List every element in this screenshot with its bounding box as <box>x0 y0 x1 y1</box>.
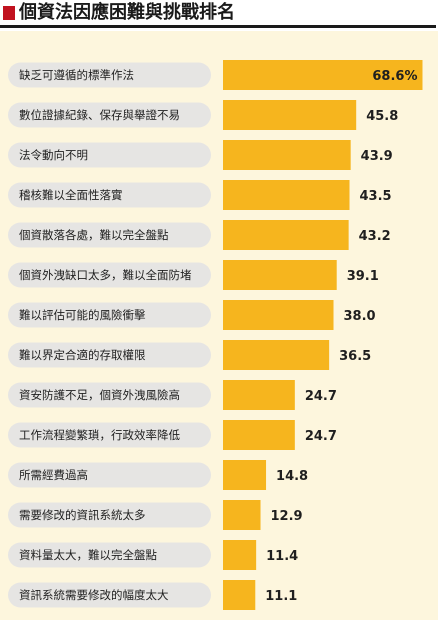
value-label: 43.2 <box>359 229 391 244</box>
bar-chart: 缺乏可遵循的標準作法 68.6% 數位證據紀錄、保存與舉證不易 45.8 法令動向不明 4… <box>8 60 423 610</box>
bar <box>223 180 350 210</box>
bar <box>223 420 295 450</box>
category-label: 缺乏可遵循的標準作法 <box>19 68 134 82</box>
value-label: 43.9 <box>361 149 393 164</box>
value-label: 14.8 <box>276 469 308 484</box>
category-label: 工作流程變繁瑣，行政效率降低 <box>19 428 180 442</box>
category-label: 數位證據紀錄、保存與舉證不易 <box>19 108 180 122</box>
bar <box>223 580 256 610</box>
bar <box>223 340 330 370</box>
bar-row: 數位證據紀錄、保存與舉證不易 45.8 <box>8 100 398 130</box>
category-pill <box>8 422 211 448</box>
value-label: 68.6% <box>372 69 417 84</box>
category-pill <box>8 182 211 208</box>
chart-panel: 缺乏可遵循的標準作法 68.6% 數位證據紀錄、保存與舉證不易 45.8 法令動向不明 4… <box>0 31 438 620</box>
bar <box>223 300 334 330</box>
bar-row: 所需經費過高 14.8 <box>8 460 308 490</box>
category-label: 難以評估可能的風險衝擊 <box>19 308 146 322</box>
bar-row: 缺乏可遵循的標準作法 68.6% <box>8 60 423 90</box>
category-pill <box>8 102 211 128</box>
category-label: 個資外洩缺口太多，難以全面防堵 <box>19 268 192 282</box>
bar-row: 資訊系統需要修改的幅度太大 11.1 <box>8 580 297 610</box>
value-label: 11.4 <box>266 549 298 564</box>
bar <box>223 260 337 290</box>
bar-row: 資料量太大，難以完全盤點 11.4 <box>8 540 298 570</box>
category-pill <box>8 222 211 248</box>
bar <box>223 100 357 130</box>
bar <box>223 460 267 490</box>
title-rule <box>0 25 436 28</box>
category-label: 稽核難以全面性落實 <box>19 188 123 202</box>
category-label: 資料量太大，難以完全盤點 <box>19 548 157 562</box>
chart-header: 個資法因應困難與挑戰排名 <box>0 0 438 30</box>
value-label: 12.9 <box>271 509 303 524</box>
value-label: 45.8 <box>366 109 398 124</box>
category-pill <box>8 542 211 568</box>
bar <box>223 540 257 570</box>
category-pill <box>8 342 211 368</box>
category-pill <box>8 262 211 288</box>
category-label: 所需經費過高 <box>19 468 88 482</box>
bar <box>223 140 351 170</box>
bar-row: 個資外洩缺口太多，難以全面防堵 39.1 <box>8 260 379 290</box>
category-pill <box>8 462 211 488</box>
value-label: 24.7 <box>305 389 337 404</box>
category-pill <box>8 582 211 608</box>
category-label: 需要修改的資訊系統太多 <box>19 508 146 522</box>
category-label: 資訊系統需要修改的幅度太大 <box>19 588 169 602</box>
bar-row: 法令動向不明 43.9 <box>8 140 393 170</box>
title-marker <box>3 6 15 20</box>
category-pill <box>8 382 211 408</box>
bar-row: 工作流程變繁瑣，行政效率降低 24.7 <box>8 420 337 450</box>
category-label: 資安防護不足，個資外洩風險高 <box>19 388 180 402</box>
category-label: 個資散落各處，難以完全盤點 <box>19 228 169 242</box>
value-label: 36.5 <box>339 349 371 364</box>
value-label: 39.1 <box>347 269 379 284</box>
bar-row: 難以界定合適的存取權限 36.5 <box>8 340 371 370</box>
category-pill <box>8 142 211 168</box>
category-pill <box>8 62 211 88</box>
value-label: 11.1 <box>265 589 297 604</box>
bar <box>223 500 261 530</box>
category-label: 難以界定合適的存取權限 <box>19 348 146 362</box>
bar <box>223 220 349 250</box>
bar <box>223 60 423 90</box>
value-label: 43.5 <box>360 189 392 204</box>
bar <box>223 380 295 410</box>
chart-title: 個資法因應困難與挑戰排名 <box>19 2 235 23</box>
bar-row: 需要修改的資訊系統太多 12.9 <box>8 500 303 530</box>
bar-row: 資安防護不足，個資外洩風險高 24.7 <box>8 380 337 410</box>
value-label: 38.0 <box>344 309 376 324</box>
bar-row: 個資散落各處，難以完全盤點 43.2 <box>8 220 391 250</box>
bar-row: 難以評估可能的風險衝擊 38.0 <box>8 300 376 330</box>
value-label: 24.7 <box>305 429 337 444</box>
category-pill <box>8 502 211 528</box>
category-label: 法令動向不明 <box>19 148 88 162</box>
bar-row: 稽核難以全面性落實 43.5 <box>8 180 392 210</box>
category-pill <box>8 302 211 328</box>
